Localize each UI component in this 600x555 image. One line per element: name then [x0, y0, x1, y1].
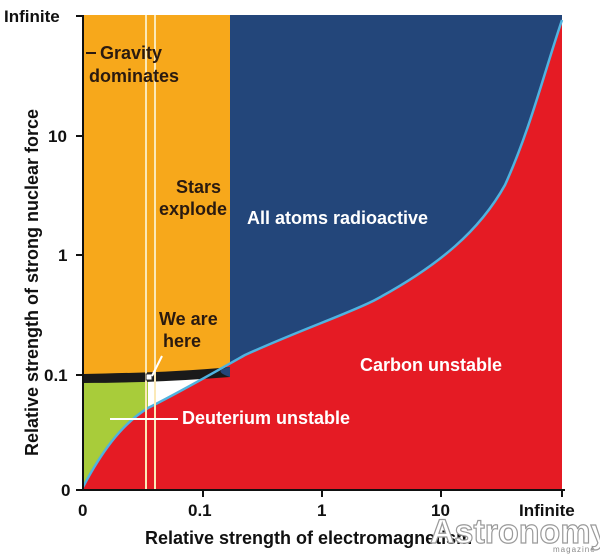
- black-band: [83, 367, 230, 383]
- gravity-label-1: Gravity: [100, 43, 162, 63]
- stars-label-2: explode: [159, 199, 227, 219]
- astronomy-logo: Astronomy: [430, 513, 600, 551]
- x-tick-label-0: 0: [78, 501, 87, 520]
- carbon-label: Carbon unstable: [360, 355, 502, 375]
- y-tick-label-01: 0.1: [44, 366, 68, 385]
- x-axis-title: Relative strength of electromagnetism: [145, 528, 472, 548]
- x-tick-label-10: 10: [431, 501, 450, 520]
- y-tick-label-0: 0: [61, 481, 70, 500]
- x-tick-label-1: 1: [317, 501, 326, 520]
- navy-fill-wedge: [220, 367, 230, 377]
- carbon-unstable-region: [83, 20, 562, 490]
- y-tick-label-inf: Infinite: [4, 7, 60, 26]
- x-tick-label-inf: Infinite: [519, 501, 575, 520]
- astronomy-logo-sub: magazine: [553, 545, 596, 554]
- deuterium-label: Deuterium unstable: [182, 408, 350, 428]
- boundary-curve: [81, 19, 564, 488]
- y-axis-title: Relative strength of strong nuclear forc…: [22, 109, 42, 456]
- stars-label-1: Stars: [176, 177, 221, 197]
- y-tick-label-10: 10: [48, 127, 67, 146]
- here-marker: [145, 373, 153, 381]
- here-label-2: here: [163, 331, 201, 351]
- gravity-stars-region: [83, 15, 230, 377]
- x-tick-label-01: 0.1: [188, 501, 212, 520]
- gravity-label-2: dominates: [89, 66, 179, 86]
- deuterium-unstable-region: [83, 377, 148, 487]
- radioactive-label: All atoms radioactive: [247, 208, 428, 228]
- here-label-1: We are: [159, 309, 218, 329]
- y-tick-label-1: 1: [58, 246, 67, 265]
- here-pointer: [151, 355, 163, 377]
